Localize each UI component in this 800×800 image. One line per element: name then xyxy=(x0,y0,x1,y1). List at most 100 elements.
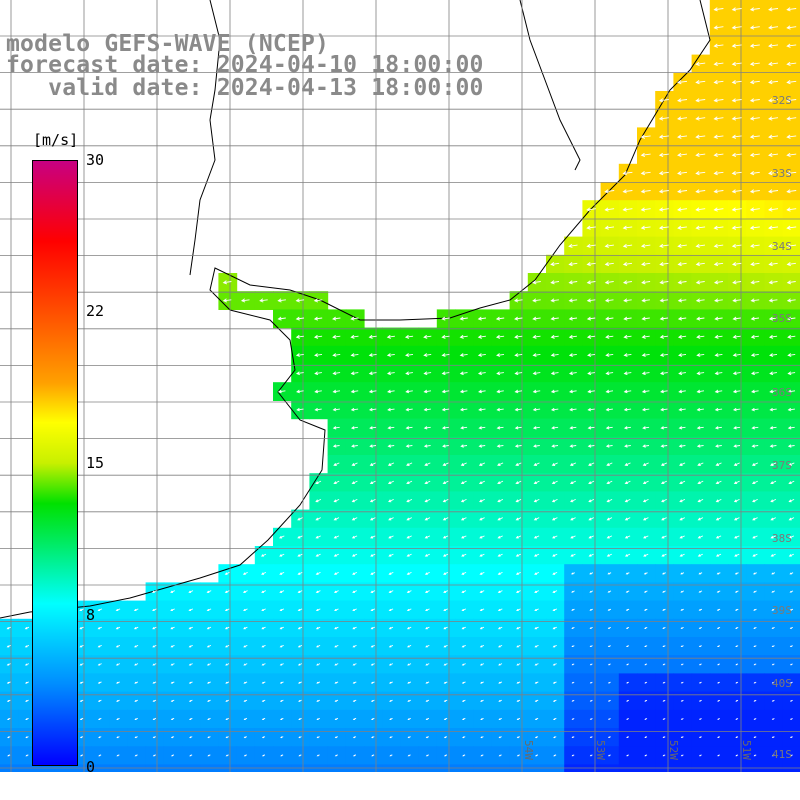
wind-arrow xyxy=(515,590,521,593)
wind-arrow xyxy=(713,134,724,139)
wind-arrow xyxy=(405,407,413,412)
wind-arrow xyxy=(79,663,84,666)
wind-arrow xyxy=(640,225,651,230)
wind-arrow xyxy=(516,626,521,630)
wind-arrow xyxy=(644,681,648,684)
wind-arrow xyxy=(152,699,157,702)
wind-arrow xyxy=(569,426,577,430)
wind-arrow xyxy=(477,353,486,357)
wind-arrow xyxy=(134,736,138,739)
wind-arrow xyxy=(352,626,357,630)
wind-arrow xyxy=(713,7,724,12)
wind-arrow xyxy=(679,517,685,521)
wind-arrow xyxy=(625,572,630,575)
wind-arrow xyxy=(351,535,358,539)
wind-arrow xyxy=(622,225,633,230)
wind-arrow xyxy=(460,517,467,521)
wind-arrow xyxy=(641,298,650,303)
wind-arrow xyxy=(715,480,722,485)
wind-arrow xyxy=(6,644,11,648)
wind-arrow xyxy=(735,645,739,648)
wind-arrow xyxy=(606,553,612,557)
wind-arrow xyxy=(678,353,687,357)
wind-arrow xyxy=(749,98,760,103)
wind-arrow xyxy=(497,553,503,557)
wind-arrow xyxy=(534,663,539,666)
wind-arrow xyxy=(207,736,211,739)
wind-arrow xyxy=(732,389,741,394)
wind-arrow xyxy=(571,626,575,629)
wind-arrow xyxy=(334,717,339,720)
wind-arrow xyxy=(352,608,357,612)
wind-arrow xyxy=(677,116,688,121)
wind-arrow xyxy=(534,571,540,575)
wind-arrow xyxy=(658,207,669,212)
wind-arrow xyxy=(677,298,687,303)
wind-arrow xyxy=(735,754,739,757)
wind-arrow xyxy=(298,699,302,702)
wind-arrow xyxy=(443,590,448,593)
wind-arrow xyxy=(280,754,284,757)
wind-arrow xyxy=(24,644,30,648)
wind-arrow xyxy=(622,243,633,248)
wind-arrow xyxy=(533,517,540,521)
wind-arrow xyxy=(680,645,684,648)
wind-arrow xyxy=(443,681,448,684)
wind-arrow xyxy=(552,590,558,593)
wind-arrow xyxy=(713,262,724,267)
wind-arrow xyxy=(679,535,685,539)
wind-arrow xyxy=(659,316,669,321)
wind-arrow xyxy=(332,444,340,448)
wind-arrow xyxy=(678,426,686,430)
wind-arrow xyxy=(713,243,724,248)
wind-arrow xyxy=(587,371,595,376)
wind-arrow xyxy=(206,626,212,630)
wind-arrow xyxy=(443,571,449,575)
wind-arrow xyxy=(587,444,595,448)
wind-arrow xyxy=(459,353,468,357)
wind-arrow xyxy=(696,371,705,376)
wind-arrow xyxy=(479,517,485,521)
wind-arrow xyxy=(749,116,760,121)
wind-arrow xyxy=(735,663,739,666)
wind-arrow xyxy=(713,280,723,285)
wind-arrow xyxy=(350,407,359,412)
wind-arrow xyxy=(461,590,467,593)
wind-arrow xyxy=(297,517,303,521)
wind-arrow xyxy=(731,189,742,194)
wind-arrow xyxy=(370,699,375,702)
valid-date: valid date: 2024-04-13 18:00:00 xyxy=(6,75,484,101)
wind-arrow xyxy=(243,717,248,720)
wind-arrow xyxy=(514,426,522,430)
wind-arrow xyxy=(478,426,486,430)
wind-arrow xyxy=(787,334,796,339)
wind-arrow xyxy=(695,262,705,267)
wind-arrow xyxy=(407,754,411,757)
wind-arrow xyxy=(697,498,704,503)
wind-arrow xyxy=(442,553,449,557)
wind-arrow xyxy=(79,736,84,739)
wind-arrow xyxy=(388,608,394,612)
wind-arrow xyxy=(695,134,706,139)
wind-arrow xyxy=(640,171,651,176)
country-border xyxy=(189,0,581,276)
wind-arrow xyxy=(786,225,797,230)
wind-arrow xyxy=(206,644,212,648)
wind-arrow xyxy=(496,444,504,448)
wind-arrow xyxy=(295,298,305,303)
wind-arrow xyxy=(333,590,339,593)
wind-arrow xyxy=(787,426,795,430)
wind-arrow xyxy=(642,517,649,521)
wind-arrow xyxy=(768,189,779,194)
wind-arrow xyxy=(478,444,486,448)
wind-arrow xyxy=(552,535,558,539)
wind-arrow xyxy=(243,608,248,612)
wind-arrow xyxy=(677,98,688,103)
wind-arrow xyxy=(495,316,505,321)
wind-arrow xyxy=(462,717,466,720)
wind-arrow xyxy=(425,699,430,702)
wind-arrow xyxy=(352,663,357,666)
wind-arrow xyxy=(295,371,304,376)
wind-arrow xyxy=(115,608,121,612)
wind-arrow xyxy=(716,626,721,629)
